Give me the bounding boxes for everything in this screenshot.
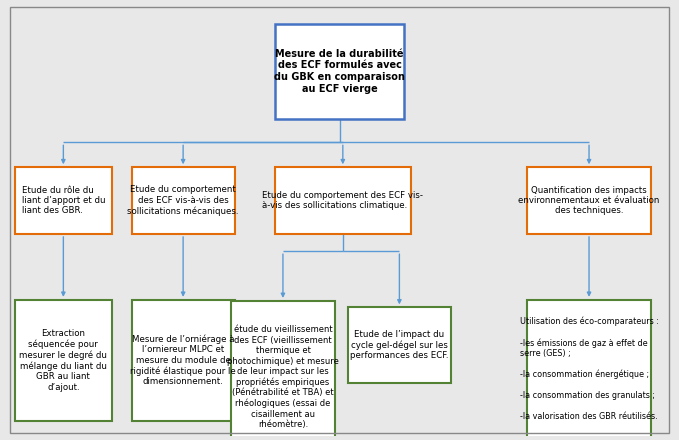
- Text: Etude de l’impact du
cycle gel-dégel sur les
performances des ECF.: Etude de l’impact du cycle gel-dégel sur…: [350, 330, 449, 360]
- FancyBboxPatch shape: [274, 24, 405, 119]
- FancyBboxPatch shape: [232, 301, 335, 440]
- Text: Extraction
séquencée pour
mesurer le degré du
mélange du liant du
GBR au liant
d: Extraction séquencée pour mesurer le deg…: [20, 329, 107, 392]
- FancyBboxPatch shape: [15, 167, 111, 234]
- FancyBboxPatch shape: [528, 167, 650, 234]
- Text: Etude du comportement des ECF vis-
à-vis des sollicitations climatique.: Etude du comportement des ECF vis- à-vis…: [262, 191, 423, 210]
- FancyBboxPatch shape: [15, 300, 111, 421]
- FancyBboxPatch shape: [132, 167, 235, 234]
- FancyBboxPatch shape: [132, 300, 235, 421]
- FancyBboxPatch shape: [528, 300, 650, 438]
- Text: Mesure de l’orniérage à
l’orniereur MLPC et
mesure du module de
rigidité élastiq: Mesure de l’orniérage à l’orniereur MLPC…: [130, 334, 236, 386]
- Text: Quantification des impacts
environnementaux et évaluation
des techniques.: Quantification des impacts environnement…: [518, 186, 660, 216]
- Text: Mesure de la durabilité
des ECF formulés avec
du GBK en comparaison
au ECF vierg: Mesure de la durabilité des ECF formulés…: [274, 49, 405, 94]
- Text: Etude du comportement
des ECF vis-à-vis des
sollicitations mécaniques.: Etude du comportement des ECF vis-à-vis …: [128, 185, 239, 216]
- Text: Utilisation des éco-comparateurs :

-les émissions de gaz à effet de
serre (GES): Utilisation des éco-comparateurs : -les …: [519, 317, 659, 421]
- Text: Etude du rôle du
liant d’apport et du
liant des GBR.: Etude du rôle du liant d’apport et du li…: [22, 186, 105, 216]
- FancyBboxPatch shape: [348, 307, 451, 383]
- Text: étude du vieillissement
des ECF (vieillissement
thermique et
photochimique) et m: étude du vieillissement des ECF (vieilli…: [227, 326, 339, 429]
- FancyBboxPatch shape: [274, 167, 411, 234]
